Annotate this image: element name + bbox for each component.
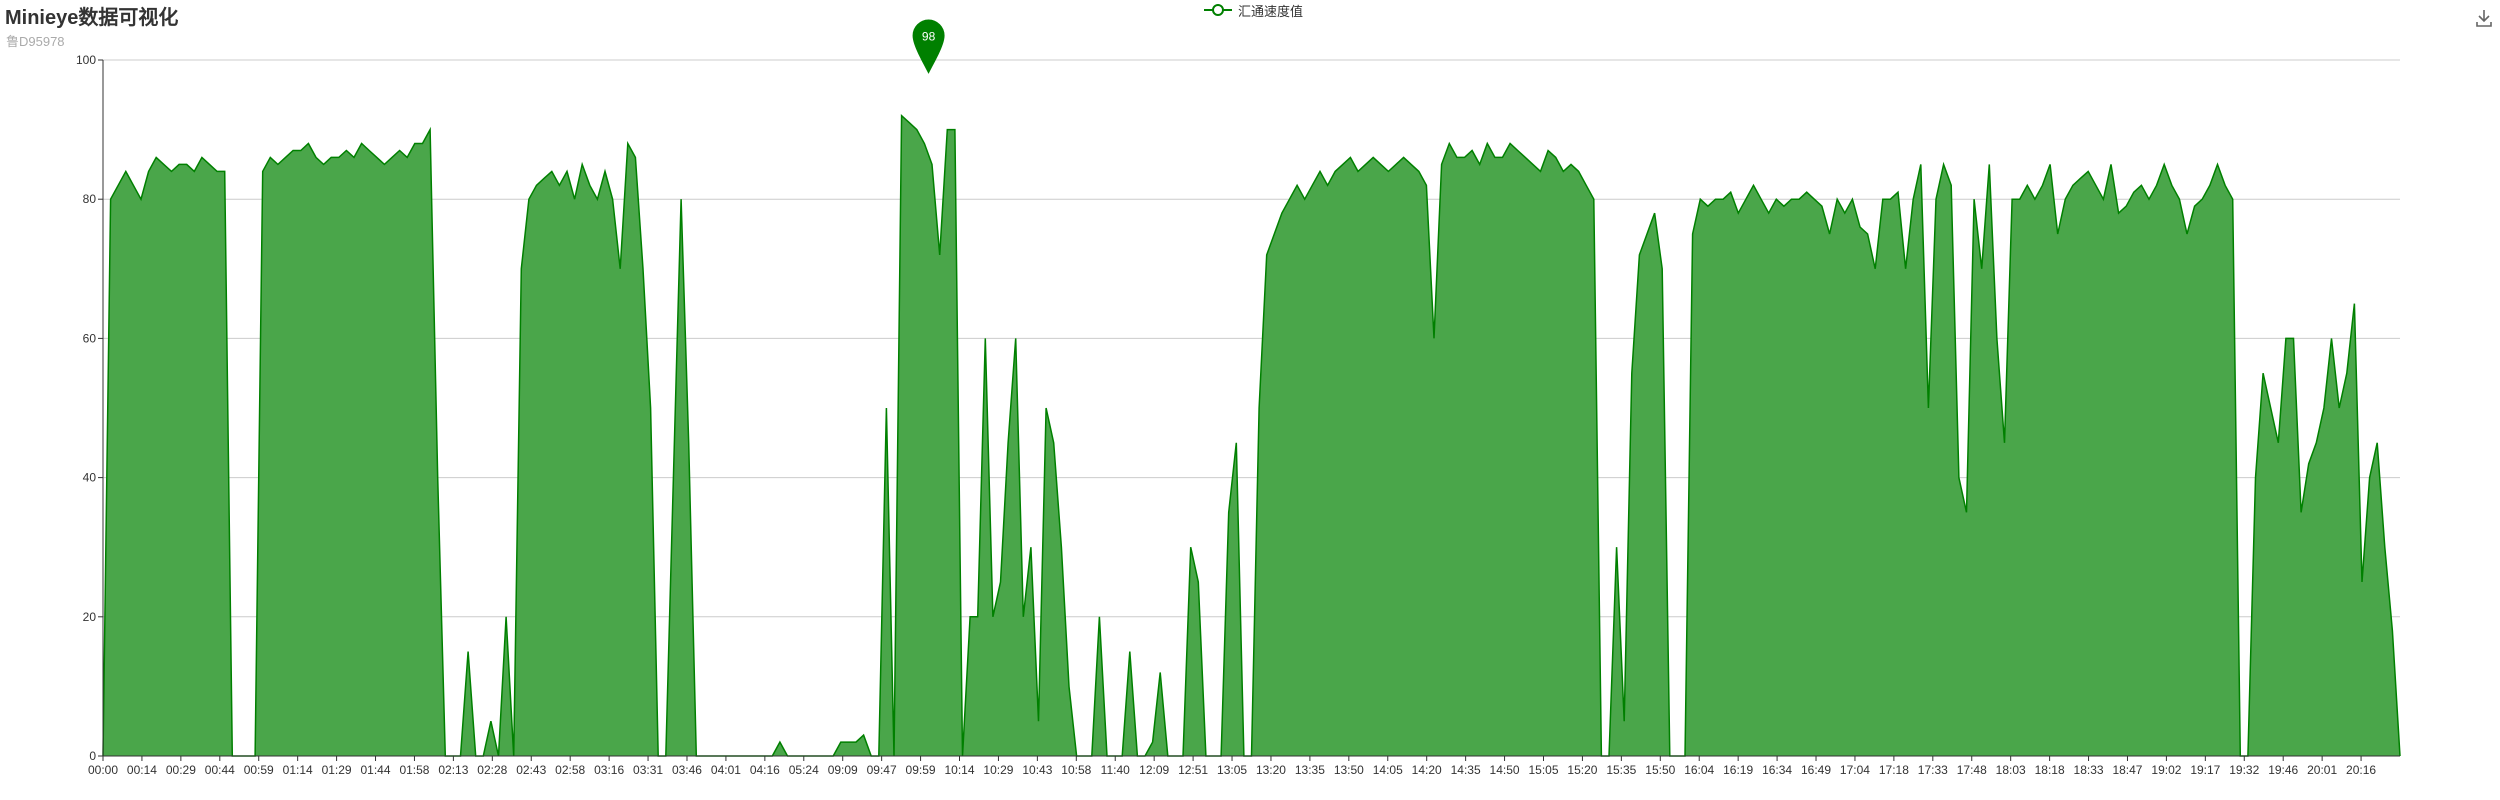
x-tick-label: 01:14 <box>283 763 313 777</box>
x-tick-label: 17:33 <box>1918 763 1948 777</box>
x-tick-label: 13:20 <box>1256 763 1286 777</box>
x-tick-label: 19:32 <box>2229 763 2259 777</box>
x-tick-label: 00:44 <box>205 763 235 777</box>
x-tick-label: 15:20 <box>1567 763 1597 777</box>
legend-line-circle-icon <box>1204 4 1232 16</box>
x-tick-label: 19:02 <box>2151 763 2181 777</box>
x-tick-label: 10:58 <box>1061 763 1091 777</box>
x-tick-label: 13:50 <box>1334 763 1364 777</box>
max-marker-label: 98 <box>922 30 936 44</box>
x-tick-label: 01:29 <box>322 763 352 777</box>
y-tick-label: 0 <box>89 749 96 763</box>
x-tick-label: 03:16 <box>594 763 624 777</box>
x-tick-label: 20:01 <box>2307 763 2337 777</box>
x-tick-label: 18:47 <box>2112 763 2142 777</box>
x-tick-label: 17:48 <box>1957 763 1987 777</box>
x-tick-label: 18:18 <box>2035 763 2065 777</box>
x-tick-label: 12:51 <box>1178 763 1208 777</box>
x-tick-label: 00:14 <box>127 763 157 777</box>
x-tick-label: 16:49 <box>1801 763 1831 777</box>
x-tick-label: 09:09 <box>828 763 858 777</box>
legend-label: 汇通速度值 <box>1238 3 1304 19</box>
x-tick-label: 15:50 <box>1645 763 1675 777</box>
x-tick-label: 19:17 <box>2190 763 2220 777</box>
x-tick-label: 02:13 <box>438 763 468 777</box>
y-tick-label: 20 <box>83 610 97 624</box>
x-tick-label: 03:31 <box>633 763 663 777</box>
x-tick-label: 12:09 <box>1139 763 1169 777</box>
y-tick-label: 40 <box>83 471 97 485</box>
x-tick-label: 18:03 <box>1996 763 2026 777</box>
max-marker-pin <box>912 19 945 74</box>
axes: 0 20 40 60 80 100 00:00 00:14 00:29 00:44 00:59 01:… <box>76 53 2400 777</box>
x-tick-label: 14:50 <box>1490 763 1520 777</box>
x-tick-label: 17:18 <box>1879 763 1909 777</box>
x-tick-label: 02:43 <box>516 763 546 777</box>
x-tick-label: 02:58 <box>555 763 585 777</box>
x-tick-label: 17:04 <box>1840 763 1870 777</box>
x-tick-label: 10:14 <box>944 763 974 777</box>
x-tick-label: 13:35 <box>1295 763 1325 777</box>
x-tick-label: 01:58 <box>399 763 429 777</box>
x-tick-label: 11:40 <box>1101 763 1130 777</box>
x-tick-label: 10:43 <box>1022 763 1052 777</box>
x-tick-label: 14:20 <box>1412 763 1442 777</box>
x-tick-label: 16:34 <box>1762 763 1792 777</box>
x-tick-label: 09:59 <box>906 763 936 777</box>
x-tick-label: 00:59 <box>244 763 274 777</box>
x-tick-label: 18:33 <box>2074 763 2104 777</box>
x-tick-label: 09:47 <box>867 763 897 777</box>
x-tick-label: 04:01 <box>711 763 741 777</box>
x-tick-label: 14:05 <box>1373 763 1403 777</box>
chart-subtitle: 鲁D95978 <box>6 34 65 49</box>
x-tick-label: 05:24 <box>789 763 819 777</box>
x-tick-label: 03:46 <box>672 763 702 777</box>
x-tick-label: 14:35 <box>1451 763 1481 777</box>
legend-item[interactable]: 汇通速度值 <box>1204 0 1303 20</box>
x-tick-label: 16:04 <box>1684 763 1714 777</box>
x-tick-label: 00:00 <box>88 763 118 777</box>
x-tick-label: 02:28 <box>477 763 507 777</box>
max-value-marker: 98 <box>912 19 945 74</box>
series-area <box>103 115 2400 756</box>
x-tick-label: 15:35 <box>1606 763 1636 777</box>
x-tick-label: 15:05 <box>1528 763 1558 777</box>
y-tick-label: 80 <box>83 192 97 206</box>
download-icon[interactable] <box>2474 8 2494 33</box>
x-tick-label: 13:05 <box>1217 763 1247 777</box>
x-tick-label: 01:44 <box>361 763 391 777</box>
x-tick-label: 20:16 <box>2346 763 2376 777</box>
y-tick-label: 60 <box>83 331 97 345</box>
chart-title: Minieye数据可视化 <box>5 7 179 29</box>
x-tick-label: 10:29 <box>983 763 1013 777</box>
x-tick-label: 19:46 <box>2268 763 2298 777</box>
x-tick-label: 00:29 <box>166 763 196 777</box>
y-tick-label: 100 <box>76 53 96 67</box>
x-tick-label: 16:19 <box>1723 763 1753 777</box>
x-tick-label: 04:16 <box>750 763 780 777</box>
